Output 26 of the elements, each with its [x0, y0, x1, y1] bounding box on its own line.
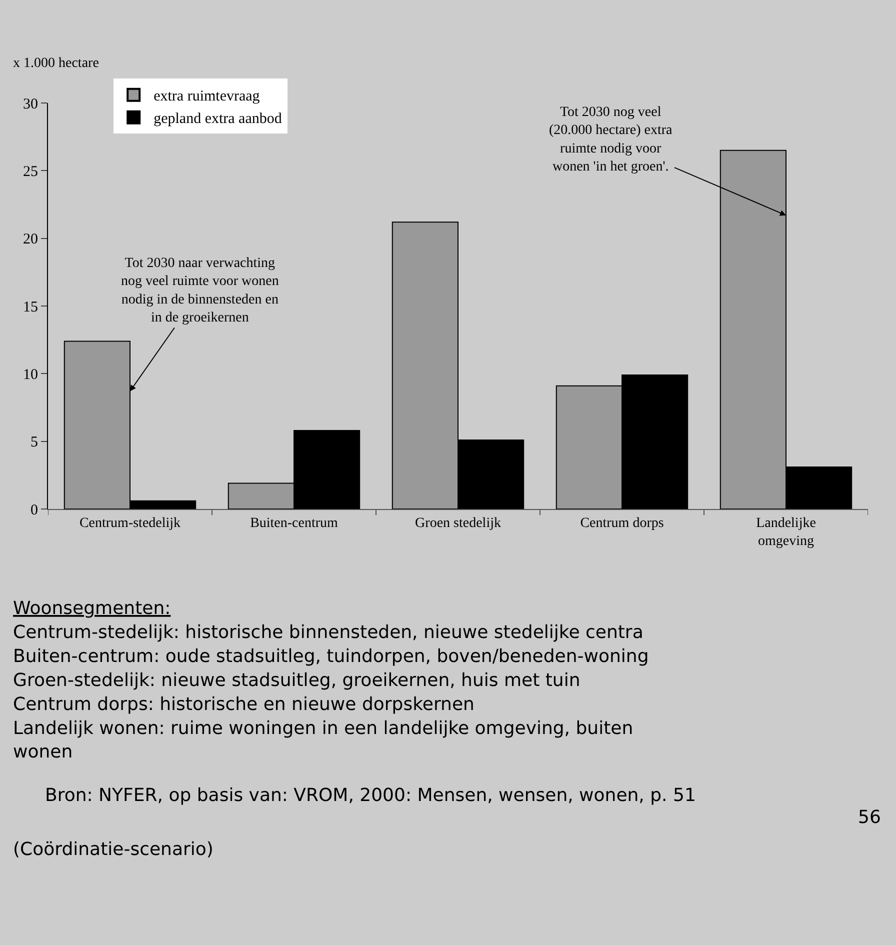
x-tick-label: Groen stedelijk — [415, 516, 501, 531]
y-tick-label: 30 — [23, 96, 38, 112]
x-tick-label: Centrum-stedelijk — [79, 516, 181, 531]
x-tick-label: Centrum dorps — [580, 516, 664, 531]
y-tick-label: 25 — [23, 164, 38, 180]
text: Centrum dorps: historische en nieuwe dorpskernen — [13, 694, 474, 715]
text: Landelijk wonen: ruime woningen in een landelijke omgeving, buiten wonen — [13, 718, 634, 762]
text: Bron: NYFER, op basis van: VROM, 2000: Mensen, wensen, wonen, p. 51 — [45, 785, 696, 806]
annotation: Tot 2030 nog veel (20.000 hectare) extra ruimte nodig voor wonen 'in het groen'. — [549, 105, 673, 175]
y-axis-title: x 1.000 hectare — [13, 56, 99, 71]
text: Buiten-centrum: oude stadsuitleg, tuindorpen, boven/beneden-woning — [13, 646, 649, 667]
text: Woonsegmenten: — [13, 598, 171, 619]
text: Centrum-stedelijk: historische binnensteden, nieuwe stedelijke centra — [13, 622, 644, 643]
annotation: Tot 2030 naar verwachting nog veel ruimte voor wonen nodig in de binnensteden en in de groeikernen — [121, 256, 279, 326]
y-tick-label: 5 — [30, 434, 38, 451]
legend-label: extra ruimtevraag — [154, 88, 260, 105]
y-tick-label: 10 — [23, 366, 38, 383]
text: Groen-stedelijk: nieuwe stadsuitleg, groeikernen, huis met tuin — [13, 670, 580, 691]
y-tick-label: 0 — [30, 502, 38, 518]
y-tick-label: 20 — [23, 232, 38, 248]
y-tick-label: 15 — [23, 299, 38, 316]
legend-label: gepland extra aanbod — [154, 111, 282, 128]
x-tick-label: Buiten-centrum — [250, 516, 338, 531]
text: (Coördinatie-scenario) — [13, 839, 214, 860]
text: 56 — [858, 807, 881, 828]
x-tick-label: Landelijke omgeving — [756, 516, 816, 549]
